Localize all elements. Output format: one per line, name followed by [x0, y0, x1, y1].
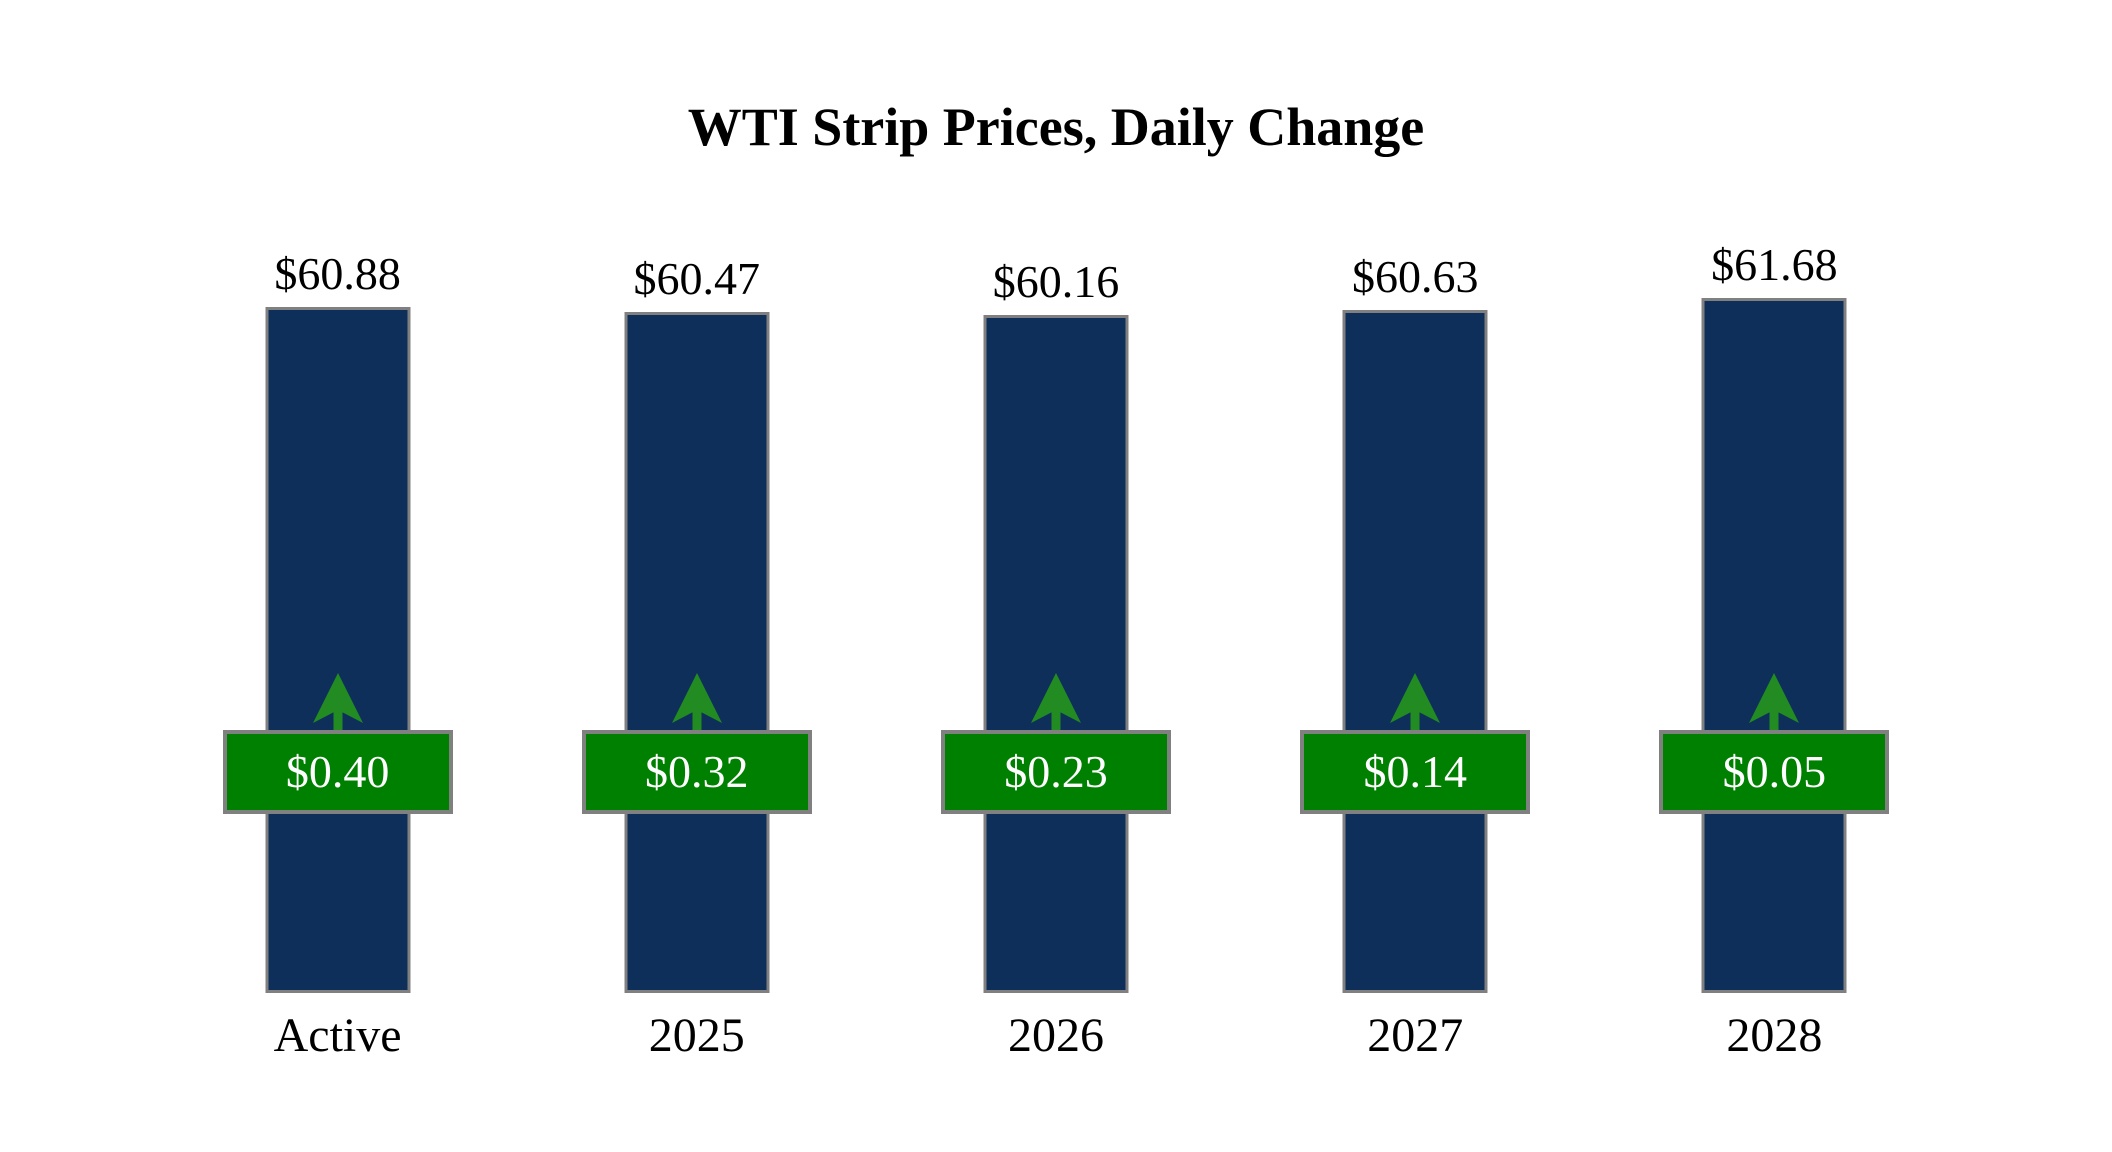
price-label: $60.63 — [1351, 251, 1479, 302]
daily-change-badge: $0.40 — [222, 730, 453, 814]
bar-columns: $60.88 $0.40 Active $60.47 $0.32 2025 $60.16 $0… — [158, 0, 1954, 1152]
category-label: 2028 — [1726, 1009, 1823, 1062]
daily-change-value: $0.40 — [285, 746, 390, 797]
price-bar — [983, 315, 1129, 993]
price-label: $61.68 — [1711, 239, 1838, 290]
bar-column: $60.47 $0.32 2025 — [517, 0, 876, 1152]
daily-change-value: $0.32 — [645, 746, 749, 797]
bar-column: $60.16 $0.23 2026 — [876, 0, 1235, 1152]
daily-change-badge: $0.32 — [581, 730, 812, 814]
price-label: $60.16 — [992, 256, 1120, 307]
daily-change-badge: $0.05 — [1659, 730, 1890, 814]
category-label: 2025 — [648, 1009, 745, 1062]
category-label: Active — [273, 1009, 402, 1062]
price-bar — [624, 312, 770, 993]
price-bar — [1701, 298, 1847, 993]
price-label: $60.47 — [633, 253, 761, 304]
up-arrow-icon — [671, 673, 722, 730]
bar-column: $60.88 $0.40 Active — [158, 0, 517, 1152]
category-label: 2026 — [1008, 1009, 1104, 1062]
price-bar — [1342, 310, 1488, 993]
chart-title: WTI Strip Prices, Daily Change — [687, 97, 1425, 157]
daily-change-value: $0.14 — [1363, 746, 1467, 797]
bar-column: $60.63 $0.14 2027 — [1236, 0, 1595, 1152]
daily-change-value: $0.05 — [1722, 746, 1827, 797]
up-arrow-icon — [1390, 673, 1441, 730]
up-arrow-icon — [1749, 673, 1800, 730]
bar-column: $61.68 $0.05 2028 — [1595, 0, 1954, 1152]
daily-change-badge: $0.14 — [1300, 730, 1531, 814]
daily-change-value: $0.23 — [1004, 746, 1108, 797]
up-arrow-icon — [1031, 673, 1081, 730]
price-label: $60.88 — [274, 248, 401, 299]
price-bar — [265, 307, 411, 993]
up-arrow-icon — [312, 673, 363, 730]
daily-change-badge: $0.23 — [941, 730, 1171, 814]
category-label: 2027 — [1367, 1009, 1464, 1062]
